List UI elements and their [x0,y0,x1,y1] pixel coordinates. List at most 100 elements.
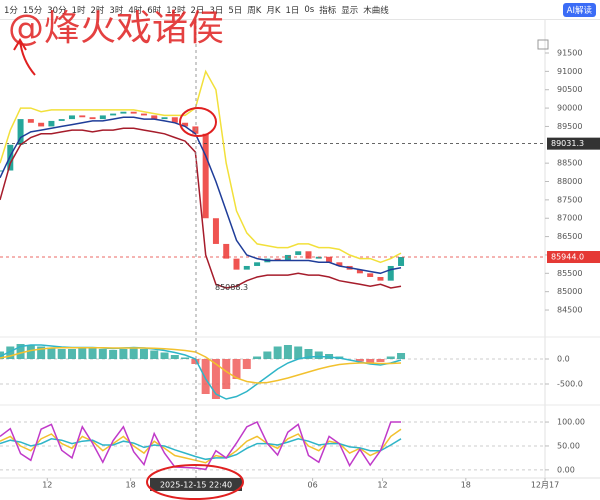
candle [356,269,363,274]
interval-button[interactable]: 15分 [22,5,43,16]
candle [151,115,158,120]
interval-button[interactable]: 2时 [90,5,105,16]
candle [161,117,168,120]
candle [48,120,55,127]
low-label: 85088.3 [215,283,248,292]
y-tick-label: 88000 [557,177,582,186]
interval-button[interactable]: 4时 [128,5,143,16]
series-line [0,69,402,264]
candle [223,243,230,259]
candle [284,254,291,261]
x-tick-label: 12月17 [531,481,559,490]
price-label: 85944.0 [551,253,584,262]
macd-bar [67,349,76,359]
macd-bar [283,345,292,359]
y-tick-label: 0.0 [557,355,570,364]
candle [110,113,117,116]
macd-bar [129,348,138,359]
candle [140,113,147,116]
macd-bar [150,350,159,359]
candle [377,276,384,281]
cursor-time-box [150,478,242,491]
annotation-circle [179,107,217,137]
candle [295,251,302,255]
series-line [0,116,402,275]
macd-bar [57,349,66,359]
toolbar-item[interactable]: 显示 [341,5,359,16]
cursor-time: 2025-12-15 22:40 [160,481,232,490]
y-tick-label: 90000 [557,104,582,113]
candle [58,119,65,121]
y-tick-label: 100.00 [557,418,585,427]
macd-bar [98,349,107,359]
y-tick-label: 0.00 [557,465,575,474]
y-tick-label: 85500 [557,269,582,278]
x-tick-label: 18 [461,481,471,490]
y-tick-label: 90500 [557,85,582,94]
macd-bar [170,355,179,359]
macd-bar [314,351,323,359]
interval-button[interactable]: 1时 [71,5,86,16]
candle [120,111,127,114]
candle [171,117,178,123]
macd-bar [6,346,15,359]
macd-bar [78,348,87,359]
candle [130,111,137,114]
interval-button[interactable]: 周K [247,5,262,16]
watermark: @烽火戏诸侯 [8,8,224,49]
candle [79,115,86,118]
macd-bar [242,359,251,369]
interval-button[interactable]: 5日 [228,5,243,16]
candle [68,115,75,120]
interval-button[interactable]: 1分 [4,5,18,16]
interval-button[interactable]: 3时 [109,5,124,16]
candle [305,251,312,259]
candle [233,258,240,270]
y-tick-label: 87500 [557,195,582,204]
macd-bar [294,346,303,359]
interval-button[interactable]: 2日 [190,5,205,16]
interval-button[interactable]: 1日 [285,5,300,16]
macd-bar [273,346,282,359]
macd-bar [232,359,241,379]
x-tick-label: 12 [377,481,387,490]
candle [0,170,3,172]
macd-bar [386,356,395,359]
interval-button[interactable]: 30分 [47,5,67,16]
candle [27,119,34,123]
macd-bar [253,356,262,359]
toolbar-item[interactable]: 指标 [319,5,337,16]
macd-bar [119,349,128,359]
toolbar-item[interactable]: 木曲线 [363,5,389,16]
candle [387,265,394,281]
x-tick-label: 18 [126,481,136,490]
y-tick-label: 88500 [557,159,582,168]
macd-bar [181,357,190,359]
y-tick-label: 84500 [557,306,582,315]
ai-button[interactable]: AI解读 [562,2,596,17]
price-tag [547,251,600,264]
interval-button[interactable]: 月K [266,5,281,16]
price-tag [547,137,600,150]
series-line [0,347,402,384]
y-tick-label: 86500 [557,232,582,241]
macd-bar [191,359,200,364]
macd-bar [37,346,46,359]
candle [212,218,219,244]
annotation-arrow [13,38,36,76]
candle [274,258,281,261]
y-tick-label: 85000 [557,287,582,296]
toolbar-item[interactable]: 0s [304,4,315,15]
expand-icon[interactable] [537,39,549,50]
interval-button[interactable]: 3日 [209,5,224,16]
interval-button[interactable]: 12时 [166,5,186,16]
interval-button[interactable]: 6时 [147,5,162,16]
macd-bar [263,351,272,359]
macd-bar [366,359,375,363]
series-line [0,421,401,471]
candle [89,117,96,120]
candle [243,265,250,270]
y-tick-label: -500.0 [557,380,583,389]
